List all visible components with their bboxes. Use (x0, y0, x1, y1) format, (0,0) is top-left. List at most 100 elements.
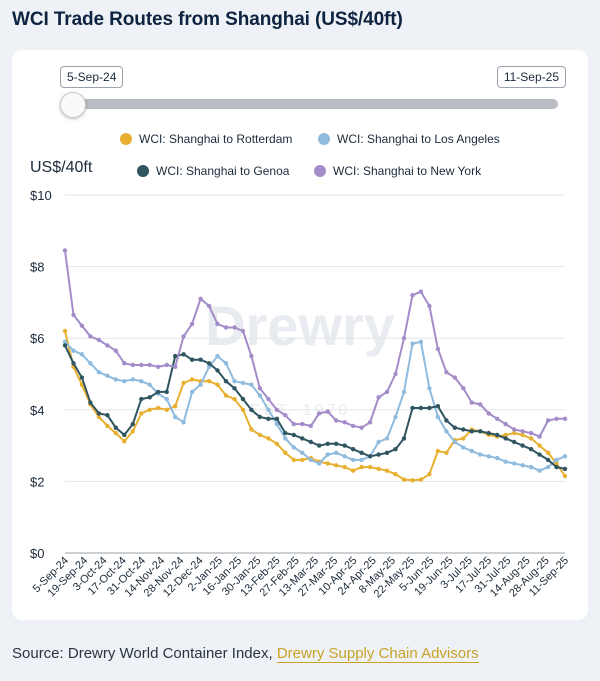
data-point-los_angeles (181, 420, 186, 425)
data-point-new_york (223, 325, 229, 330)
data-point-new_york (401, 336, 407, 341)
data-point-los_angeles (105, 373, 110, 378)
y-tick-label: $0 (30, 546, 44, 561)
legend-item-new-york[interactable]: WCI: Shanghai to New York (314, 164, 481, 178)
data-point-new_york (418, 289, 424, 294)
data-point-los_angeles (300, 450, 305, 455)
data-point-genoa (554, 464, 559, 470)
legend-label-genoa: WCI: Shanghai to Genoa (156, 164, 290, 178)
data-point-genoa (478, 429, 483, 434)
legend-item-rotterdam[interactable]: WCI: Shanghai to Rotterdam (120, 132, 292, 146)
data-point-los_angeles (444, 429, 449, 434)
data-point-new_york (113, 348, 119, 353)
data-point-rotterdam (232, 396, 237, 402)
data-point-new_york (486, 411, 491, 416)
data-point-rotterdam (113, 430, 119, 436)
data-point-genoa (240, 396, 246, 402)
data-point-los_angeles (512, 461, 517, 466)
data-point-new_york (554, 416, 559, 421)
legend-dot-new-york (314, 165, 326, 177)
data-point-genoa (401, 436, 407, 441)
data-point-new_york (291, 421, 296, 427)
legend-label-los-angeles: WCI: Shanghai to Los Angeles (337, 132, 500, 146)
data-point-genoa (461, 427, 466, 432)
legend-item-genoa[interactable]: WCI: Shanghai to Genoa (137, 164, 289, 178)
data-point-los_angeles (122, 379, 127, 384)
data-point-genoa (113, 425, 119, 430)
data-point-los_angeles (359, 457, 364, 463)
data-point-los_angeles (401, 389, 407, 395)
data-point-los_angeles (384, 436, 390, 441)
data-point-genoa (164, 389, 169, 395)
data-point-genoa (503, 436, 508, 441)
source-link[interactable]: Drewry Supply Chain Advisors (276, 645, 479, 663)
data-point-new_york (562, 416, 568, 421)
data-point-rotterdam (147, 407, 152, 412)
data-point-new_york (461, 386, 466, 391)
y-tick-label: $4 (30, 403, 44, 418)
data-point-genoa (291, 432, 296, 438)
data-point-genoa (334, 441, 339, 446)
range-end-date: 11-Sep-25 (496, 66, 566, 88)
data-point-new_york (317, 411, 322, 416)
data-point-genoa (139, 396, 144, 402)
data-point-los_angeles (350, 457, 356, 463)
data-point-rotterdam (274, 441, 280, 446)
data-point-los_angeles (71, 348, 76, 353)
data-point-rotterdam (156, 405, 161, 411)
data-point-rotterdam (223, 393, 229, 398)
slider-handle[interactable] (60, 92, 86, 118)
data-point-los_angeles (342, 454, 347, 459)
data-point-los_angeles (495, 455, 500, 461)
data-point-los_angeles (189, 389, 195, 395)
data-point-genoa (223, 379, 229, 384)
data-point-new_york (283, 413, 288, 418)
data-point-rotterdam (130, 429, 135, 434)
data-point-los_angeles (486, 454, 491, 459)
data-point-new_york (452, 375, 457, 380)
data-point-rotterdam (325, 461, 330, 466)
data-point-new_york (528, 430, 534, 436)
data-point-rotterdam (359, 464, 364, 470)
data-point-genoa (350, 447, 356, 452)
data-point-genoa (418, 405, 424, 411)
data-point-new_york (122, 361, 127, 366)
date-range-slider[interactable] (72, 99, 558, 109)
data-point-los_angeles (545, 464, 551, 470)
data-point-new_york (469, 400, 474, 405)
legend-item-los-angeles[interactable]: WCI: Shanghai to Los Angeles (318, 132, 500, 146)
data-point-new_york (334, 418, 339, 423)
data-point-new_york (384, 389, 390, 395)
data-point-rotterdam (537, 443, 542, 448)
y-axis-label: US$/40ft (30, 159, 93, 176)
data-point-rotterdam (181, 380, 186, 386)
data-point-genoa (215, 368, 220, 373)
data-point-genoa (198, 357, 203, 362)
data-point-genoa (486, 430, 491, 436)
data-point-rotterdam (562, 473, 568, 479)
data-point-genoa (62, 343, 68, 348)
data-point-rotterdam (554, 461, 559, 466)
source-note: Source: Drewry World Container Index, Dr… (12, 645, 479, 663)
data-point-los_angeles (206, 364, 212, 369)
data-point-rotterdam (300, 457, 305, 463)
legend-dot-los-angeles (318, 133, 330, 145)
data-point-los_angeles (478, 452, 483, 457)
data-point-los_angeles (503, 459, 508, 464)
data-point-genoa (376, 452, 381, 457)
data-point-los_angeles (427, 386, 432, 391)
data-point-los_angeles (88, 361, 93, 366)
data-point-rotterdam (105, 423, 110, 429)
page-title: WCI Trade Routes from Shanghai (US$/40ft… (12, 9, 403, 30)
data-point-rotterdam (257, 432, 263, 438)
data-point-genoa (173, 353, 178, 359)
data-point-los_angeles (317, 461, 322, 466)
data-point-new_york (164, 362, 169, 368)
data-point-los_angeles (249, 382, 254, 387)
data-point-rotterdam (342, 464, 347, 470)
data-point-new_york (537, 434, 542, 439)
data-point-los_angeles (274, 421, 280, 427)
data-point-los_angeles (240, 380, 246, 386)
data-point-los_angeles (139, 379, 144, 384)
